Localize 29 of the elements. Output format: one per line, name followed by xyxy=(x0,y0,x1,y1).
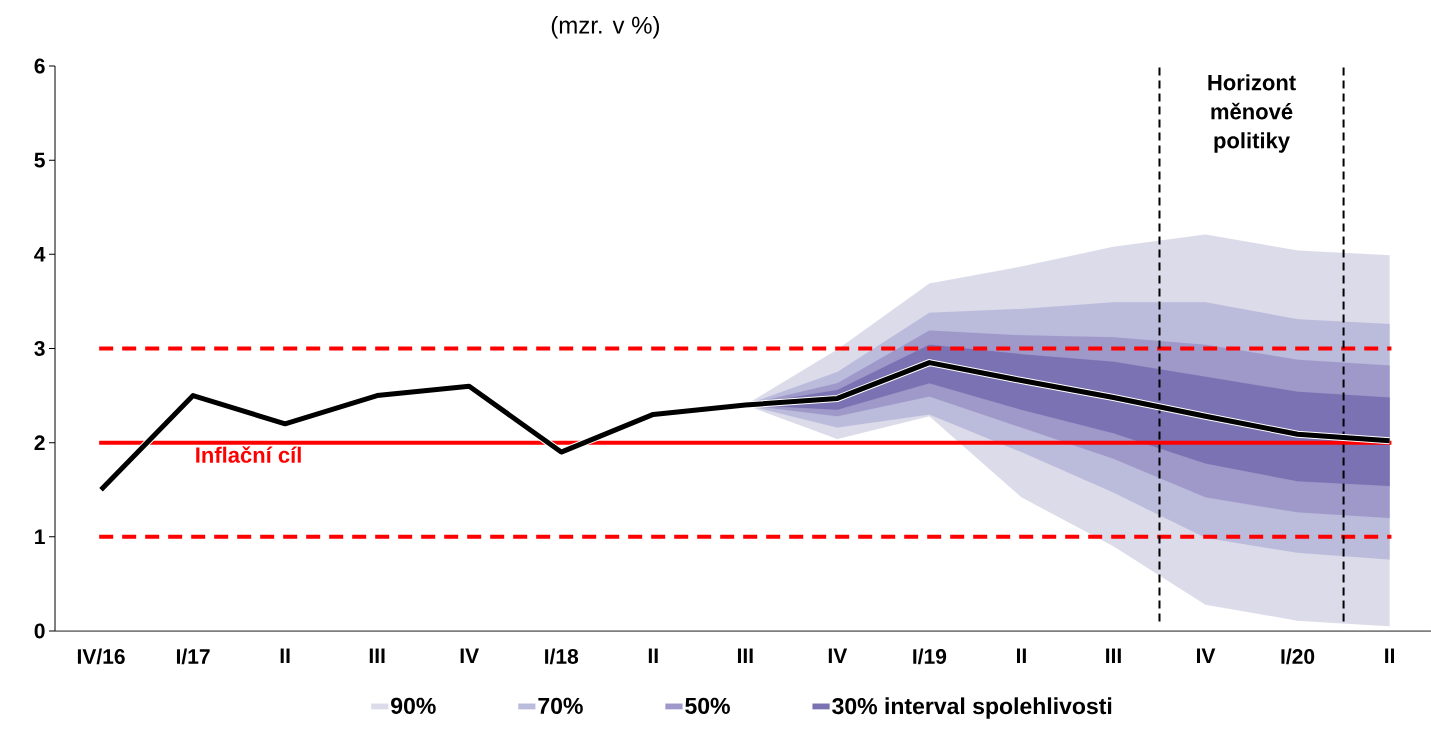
x-tick-label: I/19 xyxy=(913,648,947,665)
y-tick-label: 4 xyxy=(34,247,46,262)
annotation: Horizont měnové politiky xyxy=(1208,74,1296,153)
x-tick-label: II xyxy=(280,648,290,663)
legend-label: 30% interval spolehlivosti xyxy=(832,697,1112,719)
legend-label: 70% xyxy=(538,697,583,714)
x-tick-label: II xyxy=(1017,648,1026,663)
x-tick-label: II xyxy=(1385,648,1395,663)
legend-label: 90% xyxy=(391,697,436,714)
y-tick-label: 6 xyxy=(34,58,45,74)
legend-label: 50% xyxy=(685,697,730,714)
x-tick-label: IV/16 xyxy=(77,648,125,665)
x-tick-label: III xyxy=(1106,648,1121,663)
x-tick-label: IV xyxy=(460,648,479,663)
y-tick-label: 2 xyxy=(34,435,45,450)
y-tick-label: 0 xyxy=(34,623,45,639)
chart-title: (mzr. v %) xyxy=(551,16,660,39)
x-tick-label: I/17 xyxy=(176,648,210,665)
y-tick-label: 1 xyxy=(35,529,45,545)
x-tick-label: II xyxy=(648,648,658,663)
x-tick-label: IV xyxy=(1197,648,1216,663)
y-tick-label: 5 xyxy=(34,152,45,168)
x-tick-label: III xyxy=(737,648,753,663)
x-tick-label: IV xyxy=(828,648,848,663)
x-tick-label: I/20 xyxy=(1281,648,1315,665)
y-tick-label: 3 xyxy=(34,341,45,356)
x-tick-label: III xyxy=(369,648,385,663)
ref-line-label: Inflační cíl xyxy=(196,446,301,463)
x-tick-label: I/18 xyxy=(545,648,579,665)
